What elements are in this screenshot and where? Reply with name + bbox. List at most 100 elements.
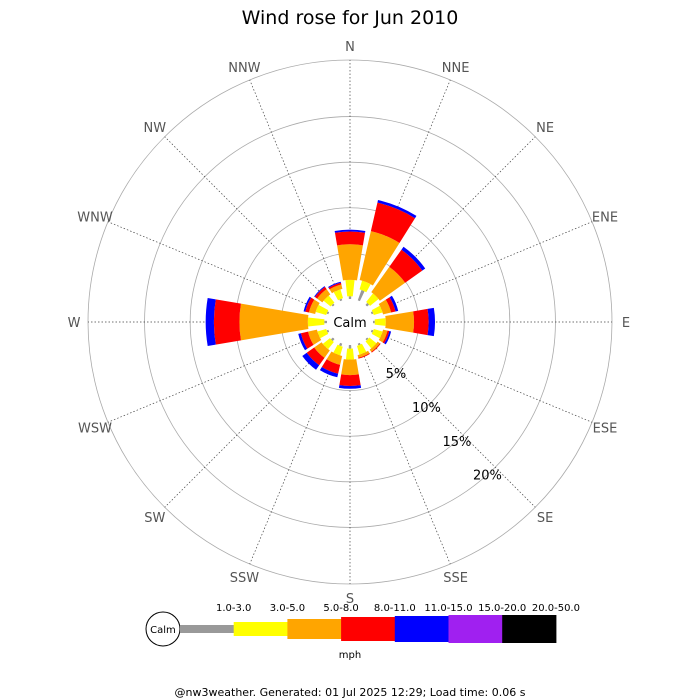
legend-swatch-1 bbox=[180, 625, 235, 633]
legend-label-7: 20.0-50.0 bbox=[532, 603, 580, 614]
spoke-wnw bbox=[107, 221, 329, 314]
calm-circle bbox=[327, 299, 373, 345]
petal-ese-bin-1 bbox=[370, 329, 374, 333]
chart-petals bbox=[205, 200, 436, 389]
direction-label-ssw: SSW bbox=[230, 571, 260, 586]
legend-label-2: 3.0-5.0 bbox=[270, 603, 305, 614]
direction-label-n: N bbox=[345, 40, 355, 55]
petal-s-bin-4 bbox=[339, 374, 361, 387]
petal-e-bin-5 bbox=[427, 307, 436, 337]
petal-nw-bin-5 bbox=[314, 286, 326, 298]
direction-label-e: E bbox=[622, 316, 630, 331]
petal-ene-bin-5 bbox=[389, 295, 399, 312]
direction-label-ene: ENE bbox=[592, 210, 618, 225]
spoke-ene bbox=[371, 221, 593, 314]
legend: Calm 1.0-3.0 3.0-5.0 5.0-8.0 8.0-11.0 11.0-15… bbox=[145, 603, 580, 661]
petal-nnw-bin-5 bbox=[328, 281, 341, 288]
spoke-se bbox=[366, 338, 536, 508]
petal-s-bin-2 bbox=[345, 348, 355, 360]
ring-label-4: 20% bbox=[473, 469, 502, 484]
petal-se-bin-3 bbox=[369, 341, 380, 352]
spoke-ese bbox=[371, 330, 593, 423]
legend-label-4: 8.0-11.0 bbox=[374, 603, 416, 614]
petal-ne-bin-1 bbox=[365, 302, 370, 307]
petal-sse-bin-2 bbox=[356, 343, 367, 355]
petal-w-bin-2 bbox=[307, 317, 325, 327]
petal-ese-bin-5 bbox=[384, 331, 392, 345]
petal-nw-bin-3 bbox=[317, 289, 331, 303]
petal-nne-bin-2 bbox=[359, 280, 371, 293]
petal-ese-bin-3 bbox=[378, 329, 388, 343]
petal-nnw-bin-4 bbox=[328, 282, 342, 290]
chart-title: Wind rose for Jun 2010 bbox=[242, 7, 459, 29]
petal-nne-bin-1 bbox=[357, 290, 365, 302]
petal-nw-bin-1 bbox=[331, 303, 335, 307]
petal-e-bin-3 bbox=[385, 311, 415, 333]
legend-label-5: 11.0-15.0 bbox=[424, 603, 472, 614]
petal-ene-bin-4 bbox=[385, 297, 396, 313]
ring-labels: 5% 10% 15% 20% bbox=[386, 367, 502, 484]
petal-sse-bin-1 bbox=[357, 342, 361, 346]
petal-sw-bin-5 bbox=[302, 352, 320, 370]
legend-swatch-2 bbox=[233, 622, 288, 636]
petal-nne-bin-3 bbox=[359, 231, 400, 286]
legend-swatch-5 bbox=[394, 616, 449, 642]
petal-n-bin-3 bbox=[337, 244, 363, 281]
legend-label-1: 1.0-3.0 bbox=[216, 603, 251, 614]
direction-label-ese: ESE bbox=[593, 422, 618, 437]
direction-label-sse: SSE bbox=[443, 571, 468, 586]
petal-wsw-bin-3 bbox=[308, 329, 322, 345]
direction-label-nnw: NNW bbox=[228, 61, 260, 76]
petal-nnw-bin-2 bbox=[333, 289, 344, 301]
spoke-nnw bbox=[249, 79, 342, 301]
petal-wsw-bin-5 bbox=[298, 333, 308, 351]
petal-s-bin-1 bbox=[348, 344, 352, 349]
petal-w-bin-4 bbox=[213, 299, 241, 345]
ring-label-3: 15% bbox=[442, 435, 471, 450]
legend-swatch-7 bbox=[502, 615, 557, 643]
petal-s-bin-5 bbox=[338, 385, 362, 389]
petal-nne-bin-4 bbox=[370, 202, 415, 243]
petal-ssw-bin-4 bbox=[321, 359, 341, 374]
spoke-sse bbox=[358, 343, 451, 565]
ring-label-1: 5% bbox=[386, 367, 407, 382]
petal-wnw-bin-1 bbox=[326, 311, 330, 315]
petal-sw-bin-3 bbox=[314, 342, 330, 358]
direction-label-s: S bbox=[346, 592, 354, 607]
petal-wsw-bin-1 bbox=[326, 329, 330, 333]
footer-text: @nw3weather. Generated: 01 Jul 2025 12:2… bbox=[175, 686, 526, 699]
direction-label-nne: NNE bbox=[442, 61, 470, 76]
petal-ene-bin-2 bbox=[371, 305, 383, 316]
direction-label-ne: NE bbox=[536, 121, 554, 136]
petal-ene-bin-3 bbox=[378, 299, 392, 315]
petal-sse-bin-4 bbox=[358, 353, 370, 359]
petal-wsw-bin-4 bbox=[300, 331, 314, 349]
legend-unit: mph bbox=[339, 650, 361, 661]
petal-w-bin-5 bbox=[205, 298, 216, 346]
legend-swatch-4 bbox=[341, 617, 396, 641]
direction-label-sw: SW bbox=[144, 511, 165, 526]
petal-ssw-bin-2 bbox=[333, 344, 343, 356]
legend-swatch-3 bbox=[287, 619, 342, 639]
petal-ne-bin-5 bbox=[401, 246, 426, 271]
petal-n-bin-2 bbox=[345, 279, 355, 297]
petal-wsw-bin-2 bbox=[317, 328, 329, 339]
spoke-sw bbox=[164, 338, 334, 508]
petal-se-bin-4 bbox=[371, 343, 381, 353]
petal-ssw-bin-1 bbox=[338, 342, 343, 347]
petal-wnw-bin-5 bbox=[303, 296, 312, 312]
petal-nnw-bin-3 bbox=[329, 284, 343, 294]
petal-ne-bin-4 bbox=[389, 249, 423, 283]
petal-nne-bin-5 bbox=[377, 200, 417, 219]
petal-ese-bin-2 bbox=[371, 328, 383, 339]
direction-label-w: W bbox=[68, 316, 81, 331]
ring-label-2: 10% bbox=[412, 401, 441, 416]
direction-label-wnw: WNW bbox=[77, 210, 113, 225]
direction-label-se: SE bbox=[537, 511, 553, 526]
petal-ne-bin-3 bbox=[371, 266, 406, 301]
petal-ene-bin-1 bbox=[370, 311, 374, 315]
petal-sse-bin-3 bbox=[357, 350, 370, 358]
petal-ese-bin-4 bbox=[382, 330, 390, 344]
petal-se-bin-2 bbox=[365, 337, 377, 349]
